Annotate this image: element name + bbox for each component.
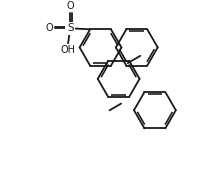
Text: OH: OH (61, 45, 76, 55)
Text: O: O (46, 23, 53, 33)
Text: O: O (66, 1, 74, 11)
Text: S: S (67, 23, 73, 33)
